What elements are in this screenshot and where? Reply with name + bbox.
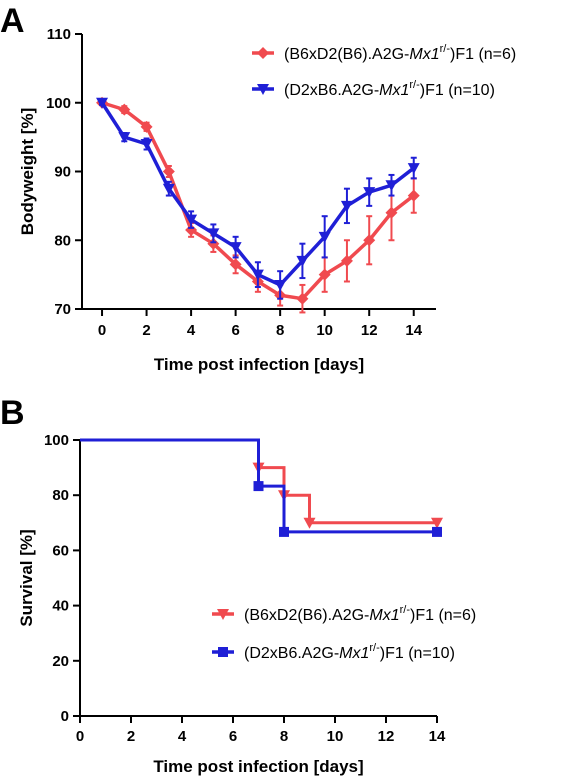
- x-tick-label: 12: [361, 322, 378, 339]
- data-point: [207, 237, 220, 250]
- data-point: [96, 97, 109, 109]
- series-2: [80, 438, 442, 537]
- y-axis-title: Survival [%]: [17, 529, 36, 626]
- data-point: [407, 163, 420, 175]
- x-tick-label: 4: [178, 728, 187, 745]
- x-tick-label: 10: [316, 322, 333, 339]
- panel-label-a: A: [0, 2, 25, 40]
- chart-panel-b: 0 20 40 60 80 100 0 2 4 6 8 10 12 14 Time post infecti…: [17, 432, 476, 776]
- data-point: [318, 268, 331, 281]
- chart-panel-a: 70 80 90 100 110 0 2 4 6 8 10 12 14 Time post infecti…: [18, 26, 516, 374]
- data-point: [363, 234, 376, 247]
- y-tick-label: 70: [54, 301, 71, 318]
- data-point: [185, 214, 198, 226]
- legend-marker: [257, 47, 269, 59]
- x-tick-label: 0: [98, 322, 106, 339]
- data-point: [162, 183, 175, 195]
- legend-label: (D2xB6.A2G-Mx1r/-)F1 (n=10): [244, 642, 455, 662]
- x-tick-label: 14: [429, 728, 446, 745]
- data-point: [251, 269, 264, 281]
- data-point: [296, 292, 309, 305]
- x-tick-label: 6: [231, 322, 239, 339]
- data-point: [431, 517, 443, 529]
- x-tick-label: 6: [229, 728, 237, 745]
- data-point: [118, 132, 131, 144]
- data-point: [303, 517, 316, 529]
- data-point: [363, 187, 376, 199]
- y-tick-label: 60: [52, 542, 69, 559]
- survival-step-line: [80, 438, 437, 534]
- legend-label: (B6xD2(B6).A2G-Mx1r/-)F1 (n=6): [284, 43, 516, 63]
- legend-label: (B6xD2(B6).A2G-Mx1r/-)F1 (n=6): [244, 604, 476, 624]
- y-tick-label: 110: [47, 26, 71, 43]
- data-point: [279, 526, 289, 537]
- data-point: [229, 242, 242, 254]
- x-tick-label: 8: [280, 728, 288, 745]
- data-point: [385, 180, 398, 192]
- y-tick-label: 80: [54, 232, 71, 249]
- y-tick-label: 80: [52, 487, 69, 504]
- x-tick-label: 14: [405, 322, 422, 339]
- legend-marker: [217, 609, 229, 620]
- panel-label-b: B: [0, 394, 25, 432]
- x-tick-label: 10: [327, 728, 344, 745]
- x-tick-label: 0: [76, 728, 84, 745]
- data-point: [432, 526, 442, 537]
- data-point: [274, 279, 287, 291]
- data-point: [340, 200, 353, 212]
- data-point: [162, 165, 175, 178]
- x-tick-label: 2: [127, 728, 135, 745]
- data-point: [407, 189, 420, 202]
- y-tick-label: 0: [61, 708, 69, 725]
- data-point: [340, 254, 353, 267]
- x-tick-label: 12: [378, 728, 395, 745]
- x-axis-title: Time post infection [days]: [154, 355, 364, 374]
- y-axis-title: Bodyweight [%]: [18, 108, 37, 236]
- legend-label: (D2xB6.A2G-Mx1r/-)F1 (n=10): [284, 79, 495, 99]
- data-point: [296, 255, 309, 267]
- y-tick-label: 20: [52, 653, 69, 670]
- data-point: [140, 139, 153, 150]
- y-tick-label: 90: [54, 164, 71, 181]
- x-tick-label: 4: [187, 322, 196, 339]
- data-point: [318, 231, 331, 243]
- x-axis-title: Time post infection [days]: [153, 757, 363, 776]
- series-2: [96, 97, 420, 300]
- data-point: [118, 103, 131, 116]
- data-point: [140, 120, 153, 133]
- data-point: [385, 206, 398, 219]
- legend-marker: [257, 84, 269, 95]
- x-tick-label: 2: [142, 322, 150, 339]
- y-tick-label: 100: [44, 432, 69, 449]
- y-tick-label: 100: [46, 95, 71, 112]
- x-tick-label: 8: [276, 322, 284, 339]
- data-point: [207, 228, 220, 240]
- y-tick-label: 40: [52, 598, 69, 615]
- data-point: [229, 258, 242, 271]
- data-point: [253, 481, 264, 492]
- legend-marker: [218, 647, 228, 657]
